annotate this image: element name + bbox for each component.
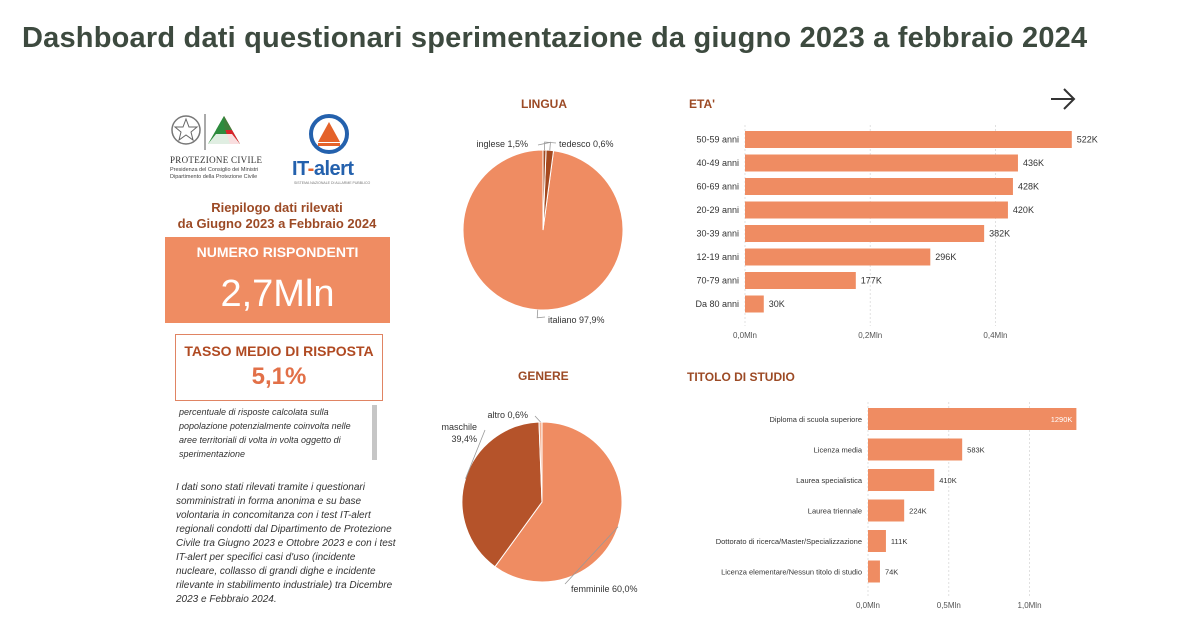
genere-title: GENERE [518, 369, 569, 383]
value-label-12-19-anni: 296K [935, 252, 956, 262]
arrow-right-icon[interactable] [1048, 84, 1078, 114]
pie-label-tedesco: tedesco 0,6% [559, 139, 614, 149]
bar-laurea-triennale[interactable] [868, 499, 905, 522]
value-label-laurea-specialistica: 410K [939, 476, 957, 485]
pie-label-maschile-1: 39,4% [451, 434, 477, 444]
pie-label-altro: altro 0,6% [487, 410, 528, 420]
respondents-card: NUMERO RISPONDENTI 2,7Mln [165, 237, 390, 323]
category-label-licenza-elementare-nessun-titolo-di-studio: Licenza elementare/Nessun titolo di stud… [721, 568, 862, 577]
bar-da-80-anni[interactable] [745, 295, 764, 313]
x-tick-label-0: 0,0Mln [856, 601, 880, 610]
titolo-title: TITOLO DI STUDIO [687, 370, 795, 384]
protezione-civile-logo: PROTEZIONE CIVILE Presidenza del Consigl… [168, 112, 268, 187]
summary-heading-line2: da Giugno 2023 a Febbraio 2024 [177, 216, 377, 231]
data-description: I dati sono stati rilevati tramite i que… [176, 482, 396, 605]
pie-leader-altro [534, 415, 541, 423]
response-rate-value: 5,1% [251, 363, 307, 390]
response-rate-note: percentuale di risposte calcolata sulla … [179, 407, 351, 459]
pie-leader-maschile [465, 429, 486, 479]
bar-dottorato-di-ricerca-master-specializzazione[interactable] [868, 530, 886, 552]
value-label-diploma-di-scuola-superiore: 1290K [1051, 415, 1073, 424]
x-tick-label-2: 0,4Mln [983, 331, 1007, 340]
bar-laurea-specialistica[interactable] [868, 469, 935, 491]
summary-heading: Riepilogo dati rilevati da Giugno 2023 a… [166, 200, 388, 232]
value-label-dottorato-di-ricerca-master-specializzazione: 111K [891, 537, 907, 546]
value-label-60-69-anni: 428K [1018, 182, 1039, 192]
x-tick-label-1: 0,5Mln [937, 601, 961, 610]
pie-leader-italiano [536, 309, 546, 319]
category-label-20-29-anni: 20-29 anni [696, 205, 739, 215]
scrollbar[interactable] [372, 405, 377, 460]
value-label-licenza-elementare-nessun-titolo-di-studio: 74K [885, 568, 898, 577]
bar-diploma-di-scuola-superiore[interactable] [868, 408, 1077, 430]
category-label-60-69-anni: 60-69 anni [696, 182, 739, 192]
it-alert-logo-icon [309, 114, 349, 154]
pie-leader-femminile [564, 526, 619, 585]
pc-sub-line2: Dipartimento della Protezione Civile [170, 174, 258, 180]
pc-sub-line1: Presidenza del Consiglio dei Ministri [170, 167, 259, 173]
titolo-bar-chart: 0,0Mln 0,5Mln 1,0Mln Diploma di scuola supe… [716, 402, 1077, 610]
category-label-laurea-specialistica: Laurea specialistica [796, 476, 863, 485]
it-alert-wordmark: IT-alert [292, 158, 354, 181]
bar-50-59-anni[interactable] [745, 131, 1072, 148]
it-alert-dash: - [307, 158, 315, 180]
bar-12-19-anni[interactable] [745, 248, 931, 266]
it-alert-logo: IT-alert SISTEMA NAZIONALE DI ALLARME PU… [290, 112, 370, 190]
summary-heading-line1: Riepilogo dati rilevati [211, 200, 343, 215]
bar-70-79-anni[interactable] [745, 272, 856, 289]
category-label-licenza-media: Licenza media [814, 446, 863, 455]
it-alert-subtitle: SISTEMA NAZIONALE DI ALLARME PUBBLICO [294, 181, 371, 185]
response-rate-card: TASSO MEDIO DI RISPOSTA 5,1% [175, 334, 383, 401]
italian-republic-emblem-icon [171, 114, 240, 150]
value-label-licenza-media: 583K [967, 446, 985, 455]
pie-slice-altro[interactable] [538, 421, 543, 503]
category-label-70-79-anni: 70-79 anni [696, 276, 739, 286]
category-label-diploma-di-scuola-superiore: Diploma di scuola superiore [769, 415, 862, 424]
bar-licenza-elementare-nessun-titolo-di-studio[interactable] [868, 560, 880, 583]
respondents-label: NUMERO RISPONDENTI [196, 244, 359, 260]
bar-40-49-anni[interactable] [745, 154, 1018, 172]
lingua-pie-chart: italiano 97,9% inglese 1,5% tedesco 0,6% [462, 139, 624, 325]
category-label-50-59-anni: 50-59 anni [696, 135, 739, 145]
category-label-30-39-anni: 30-39 anni [696, 229, 739, 239]
value-label-40-49-anni: 436K [1023, 158, 1044, 168]
bar-30-39-anni[interactable] [745, 225, 985, 242]
category-label-40-49-anni: 40-49 anni [696, 158, 739, 168]
pie-label-maschile-0: maschile [441, 422, 477, 432]
eta-bar-chart: 0,0Mln 0,2Mln 0,4Mln 50-59 anni 522K 40-49 an… [695, 125, 1098, 340]
value-label-20-29-anni: 420K [1013, 205, 1034, 215]
category-label-12-19-anni: 12-19 anni [696, 252, 739, 262]
x-tick-label-1: 0,2Mln [858, 331, 882, 340]
logos: PROTEZIONE CIVILE Presidenza del Consigl… [168, 112, 378, 192]
bar-licenza-media[interactable] [868, 438, 963, 461]
x-tick-label-2: 1,0Mln [1018, 601, 1042, 610]
category-label-laurea-triennale: Laurea triennale [808, 507, 862, 516]
it-alert-suffix: alert [313, 158, 354, 180]
pie-label-italiano: italiano 97,9% [548, 315, 605, 325]
it-alert-prefix: IT [292, 158, 308, 180]
genere-pie-chart: femminile 60,0% maschile 39,4% altro 0,6% [441, 410, 638, 594]
category-label-dottorato-di-ricerca-master-specializzazione: Dottorato di ricerca/Master/Specializzaz… [716, 537, 862, 546]
pie-label-femminile: femminile 60,0% [571, 584, 638, 594]
value-label-70-79-anni: 177K [861, 276, 882, 286]
value-label-laurea-triennale: 224K [909, 507, 927, 516]
bar-60-69-anni[interactable] [745, 178, 1013, 195]
x-tick-label-0: 0,0Mln [733, 331, 757, 340]
pie-leader-tedesco [544, 141, 557, 151]
value-label-50-59-anni: 522K [1077, 135, 1098, 145]
respondents-value: 2,7Mln [220, 273, 335, 315]
value-label-30-39-anni: 382K [989, 229, 1010, 239]
lingua-title: LINGUA [521, 97, 567, 111]
response-rate-label: TASSO MEDIO DI RISPOSTA [184, 343, 374, 359]
value-label-da-80-anni: 30K [769, 299, 785, 309]
eta-title: ETA' [689, 97, 715, 111]
pc-name: PROTEZIONE CIVILE [170, 155, 263, 165]
pie-label-inglese: inglese 1,5% [476, 139, 528, 149]
bar-20-29-anni[interactable] [745, 201, 1008, 219]
category-label-da-80-anni: Da 80 anni [695, 299, 739, 309]
page-title: Dashboard dati questionari sperimentazio… [22, 22, 1088, 54]
